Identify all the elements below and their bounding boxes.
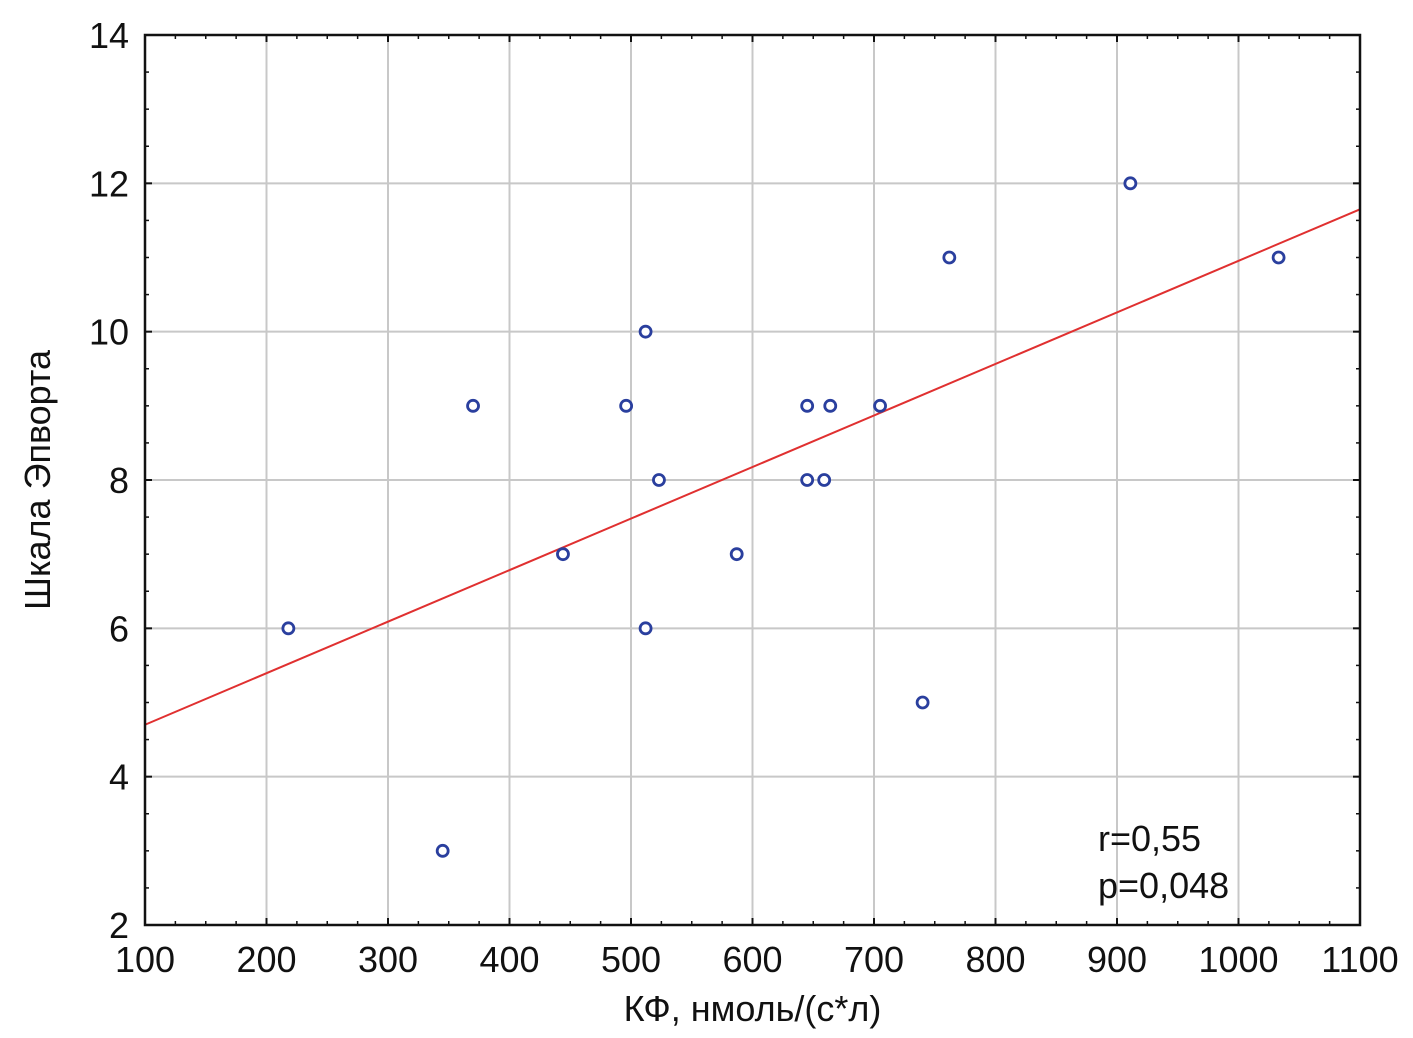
x-tick-label: 1000 — [1198, 939, 1278, 980]
y-tick-label: 8 — [109, 460, 129, 501]
x-tick-label: 800 — [965, 939, 1025, 980]
x-tick-label: 500 — [601, 939, 661, 980]
data-point — [619, 398, 634, 413]
data-point — [915, 695, 930, 710]
y-tick-labels: 2 4 6 8 10 12 14 — [89, 15, 129, 946]
data-points — [281, 176, 1286, 858]
data-point — [638, 621, 653, 636]
data-point — [556, 547, 570, 562]
y-tick-label: 4 — [109, 757, 129, 798]
x-tick-label: 900 — [1087, 939, 1147, 980]
grid-lines — [145, 35, 1360, 925]
x-tick-label: 1100 — [1321, 939, 1398, 980]
data-point — [817, 473, 832, 487]
data-point — [800, 473, 815, 487]
data-point — [873, 398, 887, 413]
data-point — [942, 250, 957, 265]
y-tick-label: 14 — [89, 15, 129, 56]
x-axis-title: КФ, нмоль/(с*л) — [624, 988, 882, 1029]
x-tick-labels: 100 200 300 400 500 600 700 800 900 1000 1100 — [115, 939, 1399, 980]
x-tick-label: 300 — [358, 939, 418, 980]
data-point — [435, 843, 450, 858]
y-tick-label: 6 — [109, 608, 129, 649]
y-tick-label: 10 — [89, 312, 129, 353]
data-point — [466, 398, 480, 413]
data-point — [800, 398, 815, 413]
x-tick-label: 200 — [236, 939, 296, 980]
y-axis-title: Шкала Эпворта — [17, 349, 58, 610]
plot-frame — [143, 33, 1362, 927]
x-tick-label: 700 — [844, 939, 904, 980]
data-point — [1271, 250, 1286, 265]
x-tick-label: 100 — [115, 939, 175, 980]
x-tick-label: 600 — [722, 939, 782, 980]
y-tick-label: 12 — [89, 163, 129, 204]
regression-line — [144, 208, 1361, 726]
data-point — [729, 547, 744, 562]
p-value-annotation: p=0,048 — [1098, 865, 1229, 906]
data-point — [638, 324, 653, 339]
correlation-r-annotation: r=0,55 — [1098, 818, 1201, 859]
data-point — [1123, 176, 1138, 191]
x-tick-label: 400 — [479, 939, 539, 980]
y-tick-label: 2 — [109, 905, 129, 946]
data-point — [652, 473, 666, 487]
data-point — [823, 398, 838, 413]
data-point — [281, 621, 296, 636]
